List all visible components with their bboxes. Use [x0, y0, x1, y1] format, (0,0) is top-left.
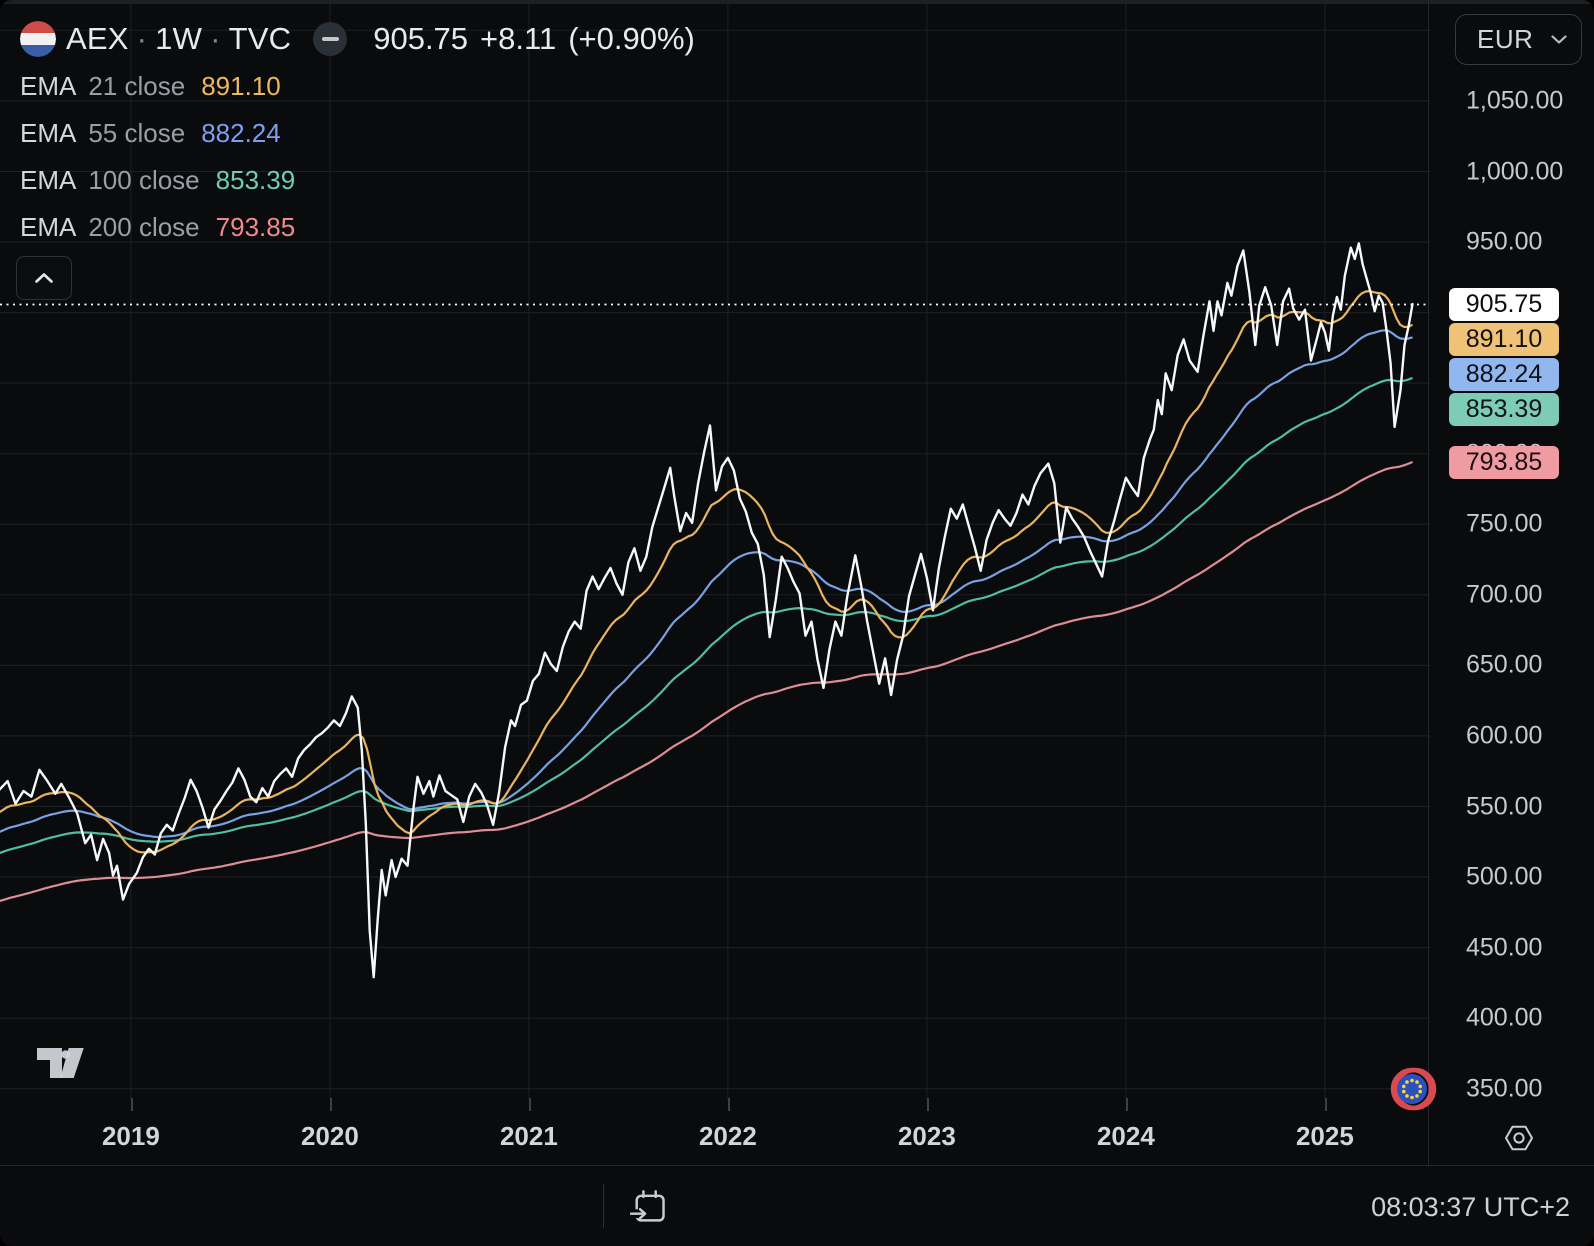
eu-stars [1402, 1078, 1422, 1100]
indicator-value: 793.85 [215, 212, 296, 242]
symbol-exchange: TVC [228, 21, 292, 56]
legend-row-ema-100[interactable]: EMA 100 close 853.39 [20, 166, 295, 194]
price-axis-label: 950.00 [1466, 227, 1543, 256]
chevron-down-icon [1551, 35, 1567, 44]
symbol-header: AEX · 1W · TVC 905.75 +8.11 (+0.90%) [20, 21, 707, 57]
indicator-params: 55 close [88, 118, 186, 148]
gear-icon[interactable] [1504, 1124, 1534, 1152]
time-axis-tick [727, 1098, 730, 1111]
price-axis-label: 650.00 [1466, 650, 1543, 679]
time-axis-tick [528, 1098, 531, 1111]
last-price-row: 905.75 +8.11 (+0.90%) [373, 21, 707, 57]
year-label: 2023 [897, 1121, 956, 1151]
last-price: 905.75 [373, 21, 469, 56]
indicator-params: 200 close [88, 212, 200, 242]
legend-row-ema-55[interactable]: EMA 55 close 882.24 [20, 119, 281, 147]
price-axis-label: 700.00 [1466, 580, 1543, 609]
symbol-name: AEX [66, 21, 129, 56]
price-axis-label: 750.00 [1466, 509, 1543, 538]
ema-price-badge: 882.24 [1449, 358, 1559, 391]
price-axis-label: 1,050.00 [1466, 86, 1564, 115]
price-axis-label: 400.00 [1466, 1003, 1543, 1032]
time-axis-tick [130, 1098, 133, 1111]
indicator-params: 100 close [88, 165, 200, 195]
indicator-value: 882.24 [201, 118, 281, 148]
year-label: 2022 [698, 1121, 757, 1151]
price-axis-label: 450.00 [1466, 933, 1543, 962]
year-label: 2021 [499, 1121, 558, 1151]
price-change: +8.11 [480, 21, 557, 56]
legend-row-ema-21[interactable]: EMA 21 close 891.10 [20, 72, 281, 100]
price-axis-label: 1,000.00 [1466, 157, 1564, 185]
time-axis-tick [329, 1098, 332, 1111]
window-top-strip [0, 0, 1594, 4]
netherlands-flag-icon [20, 21, 56, 57]
year-label: 2020 [300, 1121, 359, 1151]
time-axis-tick [1324, 1098, 1327, 1111]
price-scale-border [1428, 0, 1429, 1165]
time-axis-tick [926, 1098, 929, 1111]
toolbar-border [0, 1165, 1594, 1166]
title-separator: · [210, 21, 221, 56]
time-axis-tick [1125, 1098, 1128, 1111]
price-line [0, 242, 1414, 979]
ema-price-badge: 853.39 [1449, 393, 1559, 426]
eu-flag-logo[interactable] [1387, 1064, 1439, 1114]
clock-timezone[interactable]: 08:03:37 UTC+2 [1371, 1192, 1570, 1222]
tradingview-logo[interactable] [37, 1048, 84, 1078]
symbol-title[interactable]: AEX · 1W · TVC [66, 21, 291, 57]
price-axis-label: 500.00 [1466, 862, 1543, 891]
title-separator: · [136, 21, 148, 56]
legend-row-ema-200[interactable]: EMA 200 close 793.85 [20, 213, 295, 241]
ema-price-badge: 793.85 [1449, 445, 1559, 479]
ema-200-line [0, 461, 1413, 903]
hide-legend-button[interactable] [313, 22, 348, 56]
ema-100-line [0, 377, 1413, 855]
indicator-name: EMA [20, 212, 77, 242]
price-change-percent: (+0.90%) [568, 21, 695, 56]
price-axis-label: 600.00 [1466, 721, 1543, 750]
indicator-params: 21 close [88, 71, 186, 101]
price-chart-canvas[interactable] [0, 0, 1430, 1100]
year-label: 2019 [101, 1121, 160, 1151]
chevron-up-icon [35, 273, 53, 283]
year-label: 2024 [1096, 1121, 1155, 1151]
current-price-badge: 905.75 [1449, 288, 1559, 321]
toolbar-divider [603, 1184, 604, 1228]
price-axis-label: 350.00 [1466, 1074, 1543, 1103]
bottom-toolbar: 1D5D1M3M6MYTD1Y5YAll [0, 1166, 1594, 1246]
currency-label: EUR [1477, 24, 1534, 54]
price-axis-label: 550.00 [1466, 792, 1543, 820]
year-label: 2025 [1295, 1121, 1354, 1151]
indicator-value: 853.39 [215, 165, 296, 195]
ema-21-line [0, 290, 1413, 854]
ema-price-badge: 891.10 [1449, 323, 1559, 356]
indicator-name: EMA [20, 71, 77, 101]
indicator-name: EMA [20, 118, 77, 148]
collapse-legend-button[interactable] [16, 256, 72, 300]
indicator-value: 891.10 [201, 71, 281, 101]
go-to-date-button[interactable] [630, 1189, 668, 1225]
currency-selector[interactable]: EUR [1455, 14, 1582, 65]
symbol-interval: 1W [155, 21, 203, 56]
minus-icon [321, 37, 339, 41]
ema-55-line [0, 329, 1413, 839]
indicator-name: EMA [20, 165, 77, 195]
